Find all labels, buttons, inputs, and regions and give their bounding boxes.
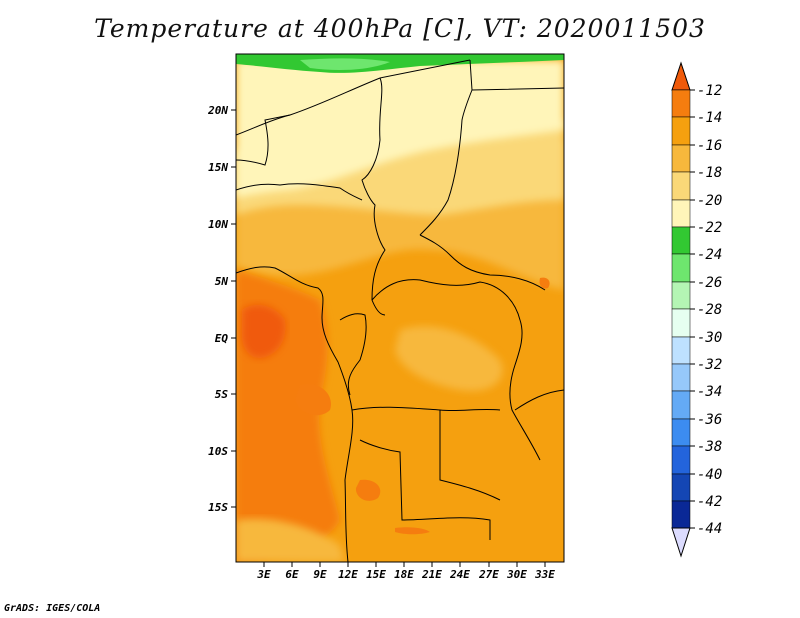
colorbar-label: -18 — [697, 165, 722, 181]
lat-label: 10S — [208, 445, 228, 458]
colorbar-label: -20 — [697, 193, 722, 209]
lon-label: 27E — [478, 568, 499, 581]
colorbar-label: -22 — [697, 220, 722, 236]
latitude-ticks — [231, 109, 236, 508]
colorbar-label: -28 — [697, 302, 722, 318]
lat-label: 5S — [215, 388, 229, 401]
lon-label: 6E — [285, 568, 299, 581]
latitude-labels: 20N 15N 10N 5N EQ 5S 10S 15S — [207, 104, 228, 514]
colorbar-bin — [671, 445, 691, 475]
colorbar-label: -14 — [697, 110, 722, 126]
colorbar: -12 -14 -16 -18 -20 -22 -24 -26 -28 -30 … — [671, 61, 722, 558]
colorbar-bin — [671, 199, 691, 228]
lat-label: 5N — [215, 275, 229, 288]
colorbar-label: -30 — [697, 330, 722, 346]
colorbar-top-arrow — [671, 61, 691, 91]
colorbar-bin — [671, 363, 691, 392]
colorbar-label: -40 — [697, 467, 722, 483]
lon-label: 18E — [394, 568, 414, 581]
colorbar-bottom-arrow — [671, 527, 691, 558]
longitude-labels: 3E 6E 9E 12E 15E 18E 21E 24E 27E 30E 33E — [256, 568, 555, 581]
colorbar-bin — [671, 281, 691, 310]
lon-label: 15E — [366, 568, 386, 581]
colorbar-bin — [671, 390, 691, 420]
lon-label: 21E — [421, 568, 442, 581]
lon-label: 30E — [506, 568, 527, 581]
colorbar-label: -32 — [697, 357, 722, 373]
colorbar-bin — [671, 171, 691, 201]
lon-label: 24E — [449, 568, 470, 581]
country-borders — [236, 59, 564, 562]
temperature-field — [236, 54, 564, 562]
map-frame — [235, 53, 565, 563]
lat-label: 15S — [208, 501, 228, 514]
map-title: Temperature at 400hPa [C], VT: 202001150… — [94, 14, 706, 43]
lon-label: 9E — [313, 568, 327, 581]
colorbar-bin — [671, 418, 691, 447]
colorbar-bin — [671, 253, 691, 283]
lat-label: EQ — [215, 332, 229, 345]
lat-label: 20N — [207, 104, 228, 117]
colorbar-label: -12 — [697, 83, 722, 99]
colorbar-label: -44 — [697, 521, 722, 537]
credit-text: GrADS: IGES/COLA — [4, 603, 101, 614]
lon-label: 3E — [256, 568, 271, 581]
colorbar-label: -36 — [697, 412, 722, 428]
lon-label: 33E — [534, 568, 555, 581]
colorbar-label: -34 — [697, 384, 722, 400]
colorbar-label: -26 — [697, 275, 722, 291]
lat-label: 15N — [208, 161, 228, 174]
lon-label: 12E — [338, 568, 358, 581]
colorbar-label: -24 — [697, 247, 722, 263]
lat-label: 10N — [208, 218, 228, 231]
colorbar-bin — [671, 308, 691, 338]
colorbar-bin — [671, 89, 691, 118]
longitude-ticks — [263, 562, 546, 567]
colorbar-label: -38 — [697, 439, 722, 455]
colorbar-bin — [671, 336, 691, 365]
colorbar-label: -16 — [697, 138, 722, 154]
colorbar-bin — [671, 473, 691, 502]
colorbar-bin — [671, 144, 691, 173]
colorbar-bin — [671, 226, 691, 255]
colorbar-label: -42 — [697, 494, 722, 510]
colorbar-bin — [671, 500, 691, 529]
colorbar-bin — [671, 116, 691, 146]
